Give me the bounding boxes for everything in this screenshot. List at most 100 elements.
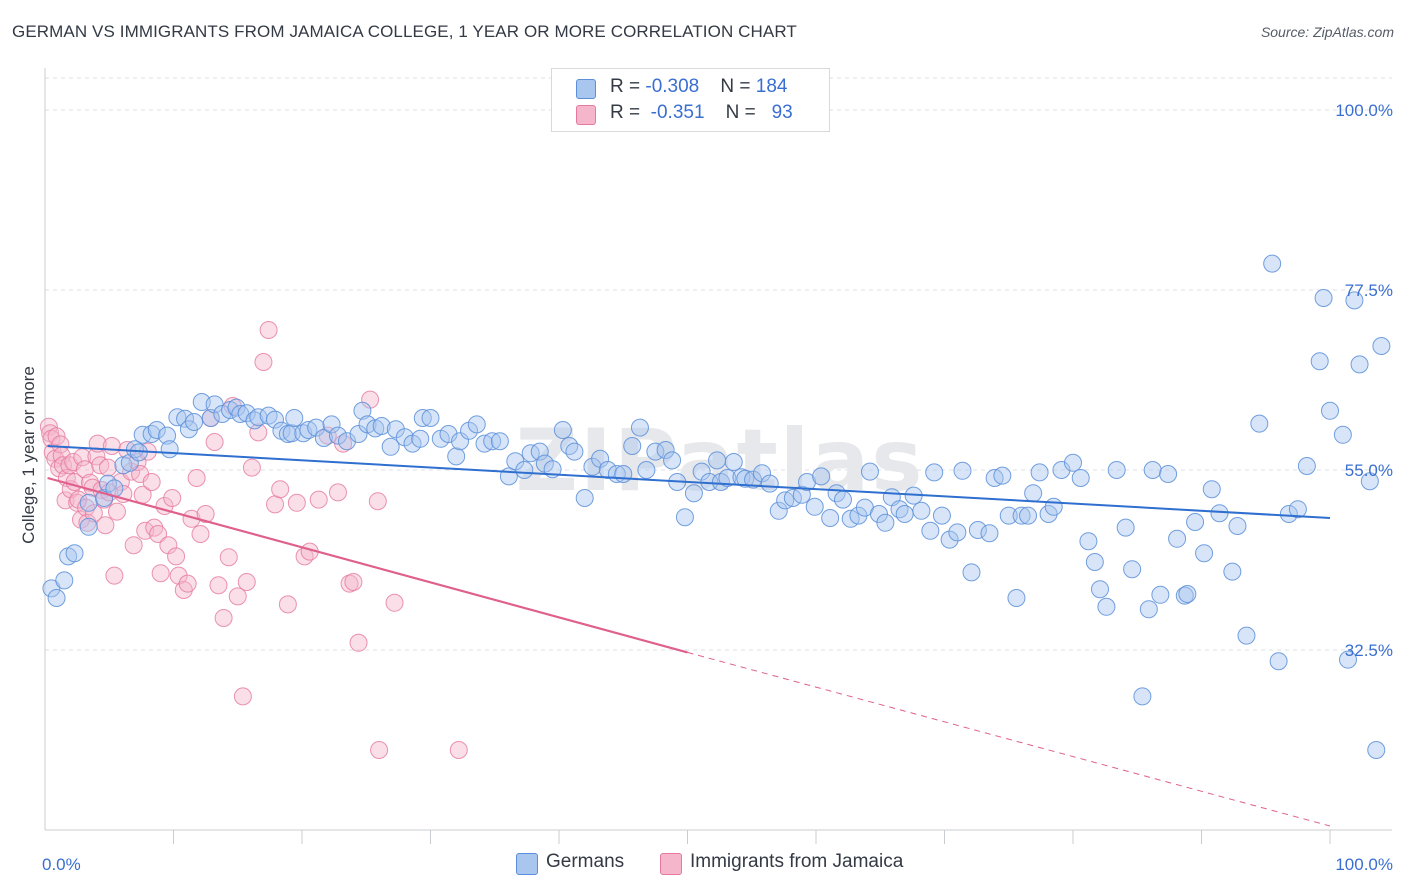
germans-point [1151, 585, 1170, 604]
germans-point [827, 484, 846, 503]
germans-points [42, 254, 1391, 759]
germans-point [623, 437, 642, 455]
germans-point [201, 409, 220, 427]
germans-point [656, 441, 675, 459]
germans-point [798, 473, 817, 491]
germans-point [1269, 652, 1288, 671]
germans-point [718, 469, 737, 487]
jamaica-point [178, 574, 197, 593]
jamaica-point [42, 429, 61, 448]
germans-point [1279, 505, 1298, 523]
germans-point [460, 421, 479, 440]
jamaica-n-value: 93 [771, 102, 793, 123]
y-tick-label: 32.5% [1345, 641, 1393, 660]
legend-row-germans: R = -0.308 N = 184 [576, 76, 787, 102]
jamaica-point [80, 473, 99, 492]
jamaica-legend-label: Immigrants from Jamaica [690, 851, 904, 872]
germans-point [869, 505, 888, 523]
jamaica-point [107, 502, 126, 521]
germans-point [1116, 518, 1135, 537]
germans-point [1007, 589, 1026, 607]
germans-point [47, 589, 66, 607]
germans-point [1052, 461, 1071, 479]
germans-point [42, 579, 61, 598]
germans-point [1133, 687, 1152, 706]
germans-point [637, 461, 656, 479]
germans-point [1360, 472, 1379, 491]
germans-point [598, 461, 617, 479]
germans-point [160, 440, 179, 459]
germans-point [381, 437, 400, 456]
germans-point [925, 463, 944, 482]
germans-point [314, 429, 333, 447]
germans-point [993, 466, 1012, 485]
germans-point [1064, 453, 1082, 472]
germans-point [1237, 626, 1256, 645]
x-tick-label: 0.0% [42, 855, 81, 874]
germans-point [1372, 337, 1391, 355]
germans-point [337, 432, 356, 451]
germans-point [630, 418, 649, 437]
jamaica-point [349, 633, 368, 652]
jamaica-point [102, 437, 121, 455]
germans-point [413, 409, 432, 427]
germans-swatch [576, 79, 596, 99]
jamaica-point [142, 473, 161, 491]
jamaica-point [370, 741, 389, 759]
germans-legend-label: Germans [546, 851, 625, 872]
tick-labels: 32.5% 55.0% 77.5% 100.0% 0.0% 100.0% [42, 101, 1393, 874]
jamaica-trend-line [47, 476, 688, 654]
jamaica-point [64, 453, 83, 471]
chart-title: GERMAN VS IMMIGRANTS FROM JAMAICA COLLEG… [12, 22, 797, 41]
germans-point [1195, 544, 1214, 563]
germans-point [663, 451, 682, 470]
germans-point [79, 517, 98, 536]
germans-point [724, 453, 743, 471]
jamaica-point [344, 573, 363, 591]
germans-legend-swatch [516, 853, 538, 875]
germans-point [1314, 289, 1333, 307]
germans-point [1079, 532, 1098, 551]
germans-point [1250, 414, 1269, 433]
germans-point [833, 490, 852, 509]
germans-point [940, 530, 959, 549]
germans-point [921, 521, 940, 540]
germans-point [1107, 461, 1126, 479]
germans-point [614, 465, 633, 483]
germans-point [1288, 500, 1307, 519]
gridlines [45, 77, 1392, 651]
jamaica-point [449, 741, 468, 759]
x-tick-label: 100.0% [1335, 855, 1393, 874]
germans-point [372, 417, 391, 435]
germans-point [805, 497, 824, 516]
germans-point [1139, 600, 1158, 619]
germans-point [521, 444, 540, 463]
jamaica-point [278, 595, 297, 614]
germans-point [285, 409, 304, 427]
germans-point [890, 500, 909, 519]
germans-point [692, 462, 711, 481]
germans-point [769, 501, 788, 520]
germans-point [133, 425, 152, 444]
germans-point [1123, 560, 1142, 579]
germans-point [307, 418, 326, 437]
germans-point [760, 474, 779, 493]
jamaica-point [149, 525, 168, 543]
jamaica-point [237, 573, 256, 591]
germans-point [1044, 497, 1063, 516]
source-credit: Source: ZipAtlas.com [1260, 24, 1394, 40]
germans-point [1178, 585, 1197, 603]
germans-point [575, 489, 594, 507]
germans-point [411, 429, 430, 448]
germans-point [821, 509, 840, 527]
germans-point [736, 469, 755, 488]
jamaica-point [309, 490, 328, 509]
germans-point [895, 505, 914, 523]
jamaica-point [187, 469, 206, 487]
jamaica-point [254, 353, 273, 371]
germans-point [439, 425, 458, 443]
y-tick-label: 55.0% [1345, 461, 1393, 480]
germans-point [1202, 480, 1221, 499]
germans-point [1090, 580, 1109, 599]
